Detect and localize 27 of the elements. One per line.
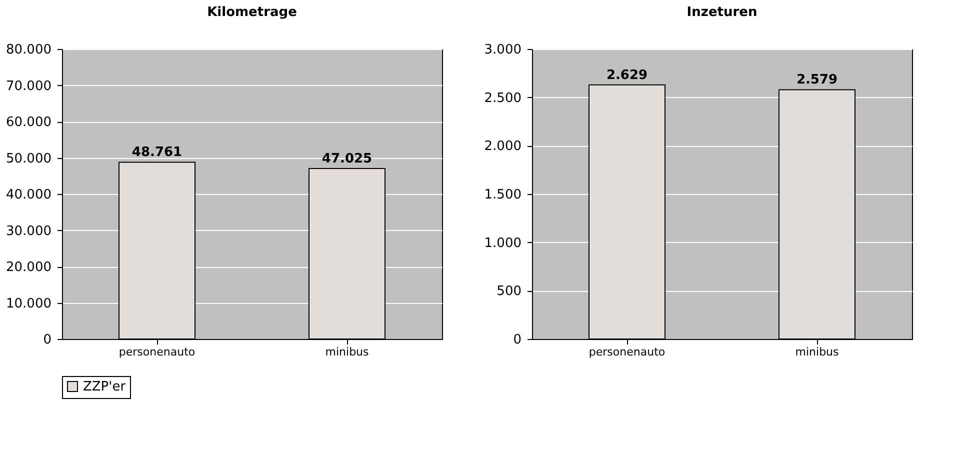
chart-title: Inzeturen — [686, 5, 758, 20]
x-tick-label: minibus — [325, 346, 370, 358]
legend-label: ZZP'er — [83, 380, 126, 394]
y-tick-label: 2.000 — [484, 139, 522, 154]
y-tick-label: 40.000 — [6, 188, 52, 202]
y-tick-label: 1.500 — [484, 188, 522, 202]
data-label: 2.579 — [796, 72, 838, 88]
data-label: 48.761 — [132, 145, 182, 160]
y-tick-label: 70.000 — [6, 78, 52, 94]
y-tick-label: 3.000 — [484, 42, 522, 58]
y-tick-label: 10.000 — [6, 296, 52, 312]
x-tick-label: minibus — [795, 346, 840, 358]
x-tick-label: personenauto — [118, 346, 196, 358]
data-label: 2.629 — [606, 68, 648, 83]
x-tick-label: personenauto — [588, 346, 666, 358]
y-tick-label: 30.000 — [6, 224, 52, 239]
y-tick-label: 1.000 — [484, 236, 522, 251]
y-tick-label: 80.000 — [6, 42, 52, 58]
y-tick-label: 500 — [496, 284, 522, 300]
y-tick-label: 60.000 — [6, 115, 52, 130]
y-tick-label: 20.000 — [6, 260, 52, 275]
y-tick-label: 0 — [513, 332, 522, 348]
data-label: 47.025 — [322, 152, 372, 167]
y-tick-label: 50.000 — [6, 151, 52, 166]
chart-title: Kilometrage — [207, 5, 298, 20]
y-tick-label: 2.500 — [484, 90, 522, 106]
y-tick-label: 0 — [43, 332, 52, 348]
